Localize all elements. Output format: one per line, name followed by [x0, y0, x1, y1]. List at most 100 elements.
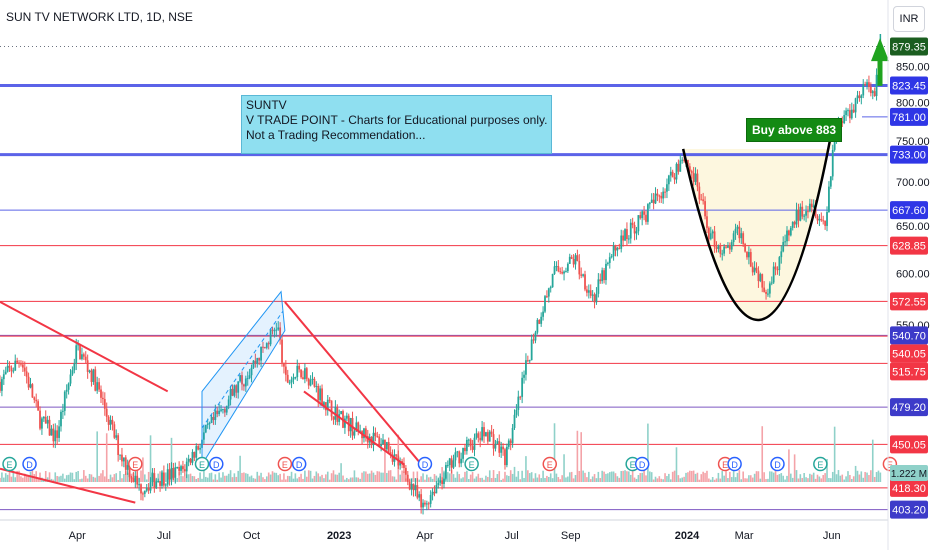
rising-channel	[201, 290, 286, 467]
volume-bar	[431, 478, 434, 482]
candle-body	[271, 329, 274, 331]
candle-body	[124, 457, 127, 470]
candle-body	[826, 212, 828, 226]
volume-bar	[245, 473, 247, 482]
volume-bar	[729, 471, 731, 482]
candle-body	[751, 266, 754, 273]
price-level-tag	[890, 362, 928, 381]
candle-body	[479, 437, 482, 441]
volume-bar	[850, 478, 853, 482]
volume-bar	[685, 472, 687, 482]
volume-bar	[27, 476, 30, 482]
candle-body	[525, 360, 527, 375]
volume-bar	[782, 475, 784, 482]
volume-bar	[582, 470, 584, 482]
candle-body	[553, 266, 556, 274]
volume-bar	[658, 476, 661, 482]
candle-body	[475, 433, 478, 438]
candle-body	[330, 400, 333, 417]
candle-body	[159, 480, 161, 486]
volume-bar	[572, 478, 575, 482]
volume-bar	[485, 475, 487, 482]
candle-body	[671, 171, 674, 178]
volume-bar	[483, 479, 485, 482]
volume-bar	[330, 473, 333, 482]
candle-body	[755, 267, 758, 271]
volume-bar	[770, 471, 773, 482]
candle-body	[620, 235, 623, 249]
candle-body	[555, 266, 558, 268]
candle-body	[856, 95, 859, 99]
volume-bar	[725, 471, 727, 482]
candle-body	[646, 204, 649, 222]
volume-bar	[229, 470, 232, 482]
candle-body	[195, 446, 198, 458]
volume-bar	[828, 478, 830, 482]
candle-body	[576, 255, 579, 261]
candle-body	[75, 345, 78, 364]
candle-body	[82, 354, 85, 357]
volume-bar	[624, 470, 626, 482]
volume-bar	[157, 473, 159, 482]
event-letter: E	[630, 460, 636, 470]
price-level-label: 733.00	[892, 150, 926, 162]
candle-body	[18, 362, 20, 364]
candle-body	[504, 449, 506, 466]
volume-bar	[275, 472, 278, 482]
candle-body	[753, 267, 756, 273]
candle-body	[776, 269, 779, 271]
volume-bar	[816, 474, 819, 482]
candle-body	[0, 381, 1, 391]
candle-body	[679, 160, 682, 172]
volume-bar	[563, 454, 565, 482]
volume-bar	[538, 474, 541, 482]
volume-bar	[252, 478, 255, 482]
volume-bar	[218, 472, 220, 482]
candle-body	[871, 91, 874, 94]
candle-body	[801, 206, 804, 217]
candle-body	[210, 416, 213, 423]
candle-body	[231, 388, 234, 396]
volume-bar	[355, 477, 358, 482]
volume-bar	[749, 475, 752, 482]
candle-body	[606, 262, 609, 264]
candle-body	[509, 440, 512, 444]
volume-bar	[288, 476, 291, 482]
candle-body	[225, 406, 228, 413]
volume-bar	[142, 457, 144, 482]
candle-body	[387, 442, 390, 453]
price-level-label: 450.05	[892, 439, 926, 451]
candle-body	[98, 382, 100, 390]
currency-button[interactable]: INR	[893, 6, 925, 32]
volume-bar	[711, 477, 714, 482]
volume-bar	[723, 475, 725, 482]
volume-bar	[517, 471, 520, 482]
volume-bar	[448, 473, 451, 482]
x-tick-label: Jul	[157, 530, 171, 542]
candle-body	[176, 466, 179, 468]
candle-body	[765, 291, 767, 294]
candle-body	[21, 364, 24, 368]
volume-bar	[456, 471, 459, 482]
volume-bar	[187, 474, 190, 482]
candle-body	[536, 319, 539, 333]
candle-body	[305, 368, 308, 379]
candle-body	[523, 374, 525, 378]
volume-bar	[359, 478, 361, 482]
volume-bar	[475, 476, 478, 482]
candle-body	[88, 370, 91, 372]
candle-body	[364, 428, 367, 437]
candle-body	[618, 247, 621, 249]
volume-bar	[189, 473, 192, 482]
volume-bar	[44, 470, 47, 482]
candle-body	[149, 482, 152, 491]
candle-body	[624, 229, 626, 241]
volume-bar	[403, 471, 405, 482]
volume-bar	[755, 471, 758, 482]
candle-body	[27, 376, 30, 388]
price-level-label: 879.35	[892, 41, 926, 53]
volume-bar	[395, 479, 398, 482]
volume-bar	[332, 470, 335, 482]
candle-body	[427, 503, 430, 505]
